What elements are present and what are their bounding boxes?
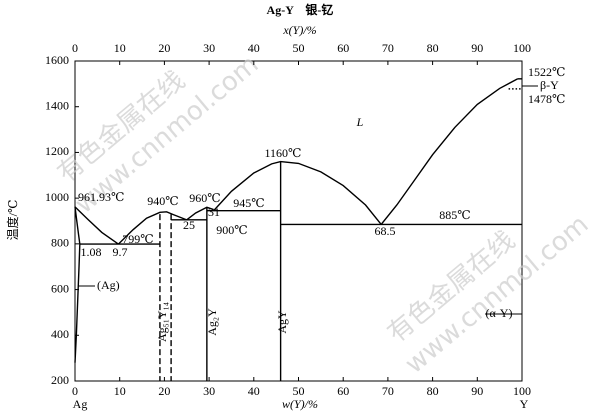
x2-tick-label: 40 — [248, 41, 260, 55]
x2-tick-label: 70 — [382, 41, 394, 55]
y-tick-label: 400 — [51, 327, 69, 341]
phase-boundary — [213, 160, 382, 225]
x-end-label: Ag — [73, 397, 88, 411]
annotation: Ag₂Y — [205, 308, 219, 336]
y-tick-label: 800 — [51, 236, 69, 250]
x-tick-label: 100 — [513, 384, 531, 398]
x-tick-label: 80 — [427, 384, 439, 398]
x-tick-label: 50 — [293, 384, 305, 398]
x2-tick-label: 90 — [471, 41, 483, 55]
phase-boundary — [74, 206, 119, 245]
y-axis-label: 温度/℃ — [5, 200, 20, 241]
annotation: 900℃ — [216, 223, 247, 237]
annotation: 945℃ — [233, 196, 264, 210]
x-tick-label: 60 — [337, 384, 349, 398]
x2-tick-label: 10 — [114, 41, 126, 55]
annotation: 1160℃ — [265, 146, 302, 160]
x2-tick-label: 30 — [203, 41, 215, 55]
annotation: 1478℃ — [528, 92, 565, 106]
annotation: (α-Y) — [486, 306, 513, 320]
annotation: AgY — [275, 310, 289, 334]
x2-tick-label: 20 — [158, 41, 170, 55]
x-tick-label: 10 — [114, 384, 126, 398]
x2-tick-label: 0 — [72, 41, 78, 55]
x-tick-label: 40 — [248, 384, 260, 398]
annotation: 25 — [183, 218, 195, 232]
annotation: 885℃ — [439, 208, 470, 222]
x2-tick-label: 60 — [337, 41, 349, 55]
x2-tick-label: 50 — [293, 41, 305, 55]
annotation: 1.08 — [81, 245, 102, 259]
annotation: (Ag) — [97, 278, 120, 292]
annotation: 31 — [208, 205, 220, 219]
x-tick-label: 30 — [203, 384, 215, 398]
x-axis-label: w(Y)/% — [282, 397, 318, 411]
annotation: Ag₅₁Y₁₄ — [155, 302, 169, 342]
y-tick-label: 1600 — [45, 53, 69, 67]
x2-axis-label: x(Y)/% — [282, 23, 316, 37]
phase-boundary — [186, 206, 214, 221]
annotation: 799℃ — [122, 232, 153, 246]
x-tick-label: 70 — [382, 384, 394, 398]
chart-title: Ag-Y 银-钇 — [267, 2, 334, 17]
phase-boundary — [380, 78, 518, 225]
y-tick-label: 1000 — [45, 190, 69, 204]
x-tick-label: 0 — [72, 384, 78, 398]
annotation: 940℃ — [147, 194, 178, 208]
annotation: 960℃ — [189, 191, 220, 205]
x-end-label: Y — [520, 397, 529, 411]
phase-boundary — [117, 211, 188, 245]
x-tick-label: 20 — [158, 384, 170, 398]
annotation: 68.5 — [375, 224, 396, 238]
y-tick-label: 1200 — [45, 144, 69, 158]
annotation: 961.93℃ — [78, 190, 124, 204]
annotation: 1522℃ — [528, 65, 565, 79]
phase-boundary — [74, 206, 81, 245]
x-tick-label: 90 — [471, 384, 483, 398]
x2-tick-label: 80 — [427, 41, 439, 55]
y-tick-label: 200 — [51, 373, 69, 387]
phase-boundary — [74, 244, 81, 363]
y-tick-label: 600 — [51, 281, 69, 295]
annotation: L — [356, 115, 364, 129]
x2-tick-label: 100 — [513, 41, 531, 55]
annotation: 9.7 — [113, 245, 128, 259]
y-tick-label: 1400 — [45, 98, 69, 112]
annotation: β-Y — [540, 78, 559, 92]
